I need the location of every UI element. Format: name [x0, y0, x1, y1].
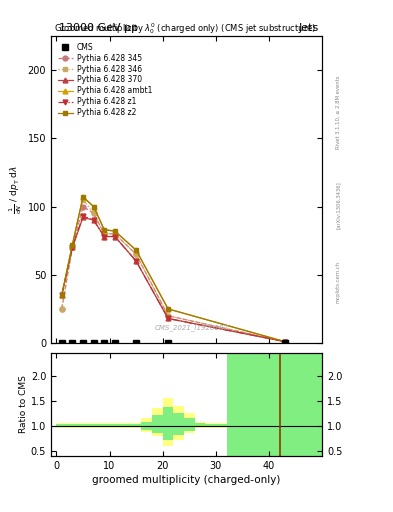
Pythia 6.428 346 — [134, 251, 138, 258]
Text: CMS_2021_I1920187: CMS_2021_I1920187 — [155, 324, 229, 331]
Pythia 6.428 ambt1 — [166, 306, 171, 312]
Line: Pythia 6.428 370: Pythia 6.428 370 — [59, 215, 287, 344]
Pythia 6.428 z2 — [59, 292, 64, 298]
Pythia 6.428 345 — [166, 313, 171, 319]
Pythia 6.428 ambt1 — [134, 247, 138, 253]
CMS — [166, 340, 171, 346]
Pythia 6.428 346 — [91, 210, 96, 217]
Pythia 6.428 z1 — [134, 258, 138, 264]
Pythia 6.428 370 — [70, 244, 75, 250]
Pythia 6.428 ambt1 — [283, 338, 287, 345]
Pythia 6.428 ambt1 — [59, 292, 64, 298]
Pythia 6.428 z2 — [283, 338, 287, 345]
Pythia 6.428 z1 — [70, 244, 75, 250]
Line: Pythia 6.428 346: Pythia 6.428 346 — [59, 197, 287, 344]
Line: Pythia 6.428 z2: Pythia 6.428 z2 — [59, 195, 287, 344]
Line: Pythia 6.428 345: Pythia 6.428 345 — [59, 204, 287, 344]
Pythia 6.428 346 — [102, 231, 107, 237]
Pythia 6.428 z2 — [81, 194, 85, 200]
X-axis label: groomed multiplicity (charged-only): groomed multiplicity (charged-only) — [92, 475, 281, 485]
Line: Pythia 6.428 z1: Pythia 6.428 z1 — [59, 214, 287, 344]
Pythia 6.428 ambt1 — [102, 227, 107, 233]
Pythia 6.428 z1 — [112, 233, 117, 240]
Pythia 6.428 z1 — [91, 217, 96, 223]
Pythia 6.428 346 — [59, 306, 64, 312]
Pythia 6.428 ambt1 — [91, 203, 96, 209]
Pythia 6.428 ambt1 — [70, 242, 75, 248]
Text: mcplots.cern.ch: mcplots.cern.ch — [336, 261, 340, 303]
Text: 13000 GeV pp: 13000 GeV pp — [59, 23, 138, 33]
Pythia 6.428 346 — [70, 244, 75, 250]
CMS — [91, 340, 96, 346]
CMS — [81, 340, 85, 346]
Line: Pythia 6.428 ambt1: Pythia 6.428 ambt1 — [59, 195, 287, 344]
Text: Groomed multiplicity $\lambda_0^0$ (charged only) (CMS jet substructure): Groomed multiplicity $\lambda_0^0$ (char… — [54, 21, 316, 36]
CMS — [70, 340, 75, 346]
CMS — [59, 340, 64, 346]
Pythia 6.428 370 — [59, 292, 64, 298]
CMS — [283, 340, 287, 346]
CMS — [134, 340, 138, 346]
Pythia 6.428 ambt1 — [81, 194, 85, 200]
Pythia 6.428 345 — [59, 306, 64, 312]
Pythia 6.428 345 — [70, 244, 75, 250]
Pythia 6.428 z2 — [102, 227, 107, 233]
Y-axis label: $\frac{1}{\mathrm{d}N}$ / $\mathrm{d}p_\mathrm{T}$ $\mathrm{d}\lambda$: $\frac{1}{\mathrm{d}N}$ / $\mathrm{d}p_\… — [7, 165, 24, 214]
Text: Jets: Jets — [298, 23, 318, 33]
Pythia 6.428 345 — [102, 231, 107, 237]
Pythia 6.428 z2 — [112, 228, 117, 234]
Pythia 6.428 346 — [283, 338, 287, 345]
Pythia 6.428 z1 — [59, 292, 64, 298]
Pythia 6.428 370 — [102, 233, 107, 240]
Text: [arXiv:1306.3436]: [arXiv:1306.3436] — [336, 181, 340, 229]
Pythia 6.428 z2 — [166, 306, 171, 312]
Text: Rivet 3.1.10, ≥ 2.8M events: Rivet 3.1.10, ≥ 2.8M events — [336, 76, 340, 150]
Pythia 6.428 ambt1 — [112, 228, 117, 234]
CMS — [102, 340, 107, 346]
Pythia 6.428 345 — [81, 203, 85, 209]
Pythia 6.428 346 — [81, 197, 85, 203]
Pythia 6.428 370 — [166, 315, 171, 322]
CMS — [112, 340, 117, 346]
Pythia 6.428 z1 — [283, 338, 287, 345]
Pythia 6.428 370 — [81, 215, 85, 221]
Pythia 6.428 346 — [112, 231, 117, 237]
Pythia 6.428 370 — [134, 258, 138, 264]
Pythia 6.428 370 — [91, 217, 96, 223]
Pythia 6.428 370 — [283, 338, 287, 345]
Pythia 6.428 z1 — [81, 213, 85, 219]
Pythia 6.428 370 — [112, 233, 117, 240]
Pythia 6.428 z2 — [134, 247, 138, 253]
Line: CMS: CMS — [58, 339, 288, 347]
Pythia 6.428 z1 — [102, 233, 107, 240]
Pythia 6.428 345 — [283, 338, 287, 345]
Pythia 6.428 345 — [112, 231, 117, 237]
Pythia 6.428 z2 — [70, 242, 75, 248]
Pythia 6.428 345 — [134, 251, 138, 258]
Pythia 6.428 z1 — [166, 315, 171, 322]
Legend: CMS, Pythia 6.428 345, Pythia 6.428 346, Pythia 6.428 370, Pythia 6.428 ambt1, P: CMS, Pythia 6.428 345, Pythia 6.428 346,… — [58, 42, 152, 117]
Pythia 6.428 z2 — [91, 203, 96, 209]
Pythia 6.428 346 — [166, 313, 171, 319]
Pythia 6.428 345 — [91, 210, 96, 217]
Y-axis label: Ratio to CMS: Ratio to CMS — [19, 375, 28, 434]
